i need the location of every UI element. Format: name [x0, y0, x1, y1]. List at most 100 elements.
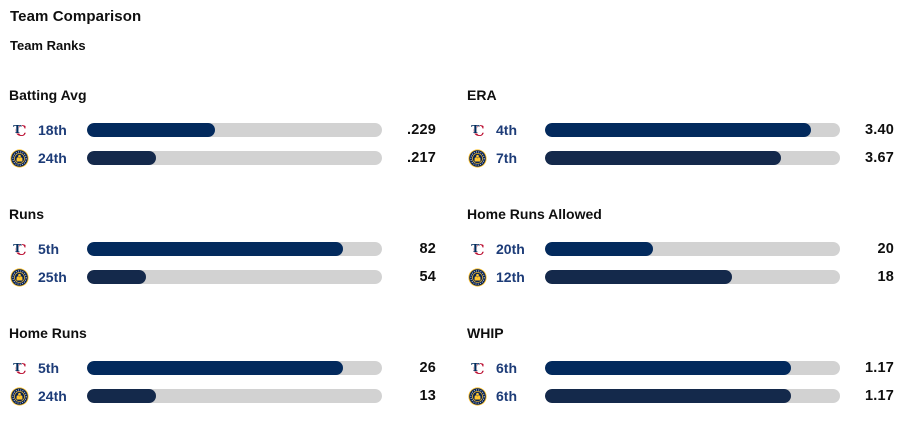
rank-bar-track	[87, 270, 382, 284]
team-logo	[467, 148, 487, 168]
team-logo	[9, 267, 29, 287]
team-rank-row: C T 6th 1.17	[467, 354, 894, 382]
brewers-logo-icon	[467, 148, 487, 168]
stat-value: 18	[877, 269, 894, 285]
team-rank-row: 12th 18	[467, 263, 894, 291]
stat-value: 54	[419, 269, 436, 285]
team-rank-row: C T 4th 3.40	[467, 116, 894, 144]
stat-value: 3.40	[864, 122, 894, 138]
svg-text:T: T	[471, 242, 480, 255]
twins-logo-icon: C T	[12, 361, 27, 377]
rank-label: 5th	[38, 360, 59, 376]
svg-text:T: T	[471, 361, 480, 374]
rank-bar-fill	[87, 270, 146, 284]
team-rank-row: 25th 54	[9, 263, 436, 291]
team-rank-row: C T 5th 26	[9, 354, 436, 382]
svg-text:T: T	[13, 123, 22, 136]
stat-value: 26	[419, 360, 436, 376]
rank-bar-fill	[545, 123, 811, 137]
stat-value: 1.17	[864, 388, 894, 404]
stat-title: Batting Avg	[9, 87, 87, 103]
stat-rows: C T 6th 1.17 6th 1.17	[467, 354, 894, 410]
team-logo: C T	[467, 358, 487, 378]
stat-value: 20	[877, 241, 894, 257]
rank-bar-fill	[87, 361, 343, 375]
rank-bar-track	[545, 389, 840, 403]
team-rank-row: 7th 3.67	[467, 144, 894, 172]
rank-bar-track	[87, 389, 382, 403]
rank-label: 25th	[38, 269, 67, 285]
rank-bar-fill	[545, 270, 732, 284]
rank-bar-track	[87, 242, 382, 256]
team-rank-row: 6th 1.17	[467, 382, 894, 410]
rank-bar-fill	[87, 151, 156, 165]
rank-bar-fill	[545, 242, 654, 256]
stats-grid: Batting Avg C T 18th .229 24th .217 ERA …	[9, 87, 894, 410]
rank-label: 12th	[496, 269, 525, 285]
stat-title: ERA	[467, 87, 497, 103]
team-logo: C T	[9, 120, 29, 140]
svg-text:T: T	[471, 123, 480, 136]
twins-logo-icon: C T	[470, 242, 485, 258]
twins-logo-icon: C T	[12, 242, 27, 258]
rank-label: 6th	[496, 360, 517, 376]
twins-logo-icon: C T	[12, 123, 26, 139]
rank-bar-track	[87, 151, 382, 165]
rank-bar-track	[87, 361, 382, 375]
svg-text:C: C	[15, 242, 27, 258]
team-logo: C T	[467, 120, 487, 140]
stat-section: Home Runs Allowed C T 20th 20 12th 18	[467, 206, 894, 291]
rank-bar-fill	[87, 242, 343, 256]
stat-section: WHIP C T 6th 1.17 6th 1.17	[467, 325, 894, 410]
team-logo: C T	[9, 239, 29, 259]
team-rank-row: 24th 13	[9, 382, 436, 410]
svg-text:T: T	[13, 361, 22, 374]
stat-rows: C T 5th 26 24th 13	[9, 354, 436, 410]
brewers-logo-icon	[9, 148, 29, 168]
rank-bar-track	[87, 123, 382, 137]
stat-value: .217	[406, 150, 436, 166]
rank-bar-track	[545, 361, 840, 375]
stat-title: WHIP	[467, 325, 504, 341]
stat-title: Runs	[9, 206, 44, 222]
team-rank-row: 24th .217	[9, 144, 436, 172]
team-logo	[9, 386, 29, 406]
rank-label: 24th	[38, 388, 67, 404]
rank-bar-fill	[87, 123, 215, 137]
rank-bar-fill	[545, 389, 791, 403]
stat-section: Runs C T 5th 82 25th 54	[9, 206, 436, 291]
page-title: Team Comparison	[10, 8, 142, 25]
svg-text:C: C	[473, 123, 485, 139]
rank-label: 20th	[496, 241, 525, 257]
brewers-logo-icon	[9, 267, 29, 287]
team-logo	[467, 267, 487, 287]
stat-value: .229	[406, 122, 436, 138]
rank-label: 6th	[496, 388, 517, 404]
rank-bar-fill	[545, 151, 781, 165]
stat-rows: C T 18th .229 24th .217	[9, 116, 436, 172]
rank-bar-track	[545, 123, 840, 137]
twins-logo-icon: C T	[470, 361, 485, 377]
svg-text:C: C	[15, 361, 27, 377]
brewers-logo-icon	[467, 267, 487, 287]
team-rank-row: C T 20th 20	[467, 235, 894, 263]
rank-label: 4th	[496, 122, 517, 138]
team-logo: C T	[9, 358, 29, 378]
svg-text:C: C	[473, 361, 485, 377]
stat-rows: C T 4th 3.40 7th 3.67	[467, 116, 894, 172]
stat-value: 1.17	[864, 360, 894, 376]
stat-rows: C T 20th 20 12th 18	[467, 235, 894, 291]
rank-label: 18th	[38, 122, 67, 138]
stat-rows: C T 5th 82 25th 54	[9, 235, 436, 291]
rank-label: 24th	[38, 150, 67, 166]
page-subtitle: Team Ranks	[10, 38, 86, 53]
team-rank-row: C T 5th 82	[9, 235, 436, 263]
team-logo	[467, 386, 487, 406]
rank-bar-fill	[87, 389, 156, 403]
rank-bar-track	[545, 151, 840, 165]
team-logo	[9, 148, 29, 168]
rank-label: 5th	[38, 241, 59, 257]
svg-text:C: C	[473, 242, 485, 258]
rank-bar-track	[545, 270, 840, 284]
